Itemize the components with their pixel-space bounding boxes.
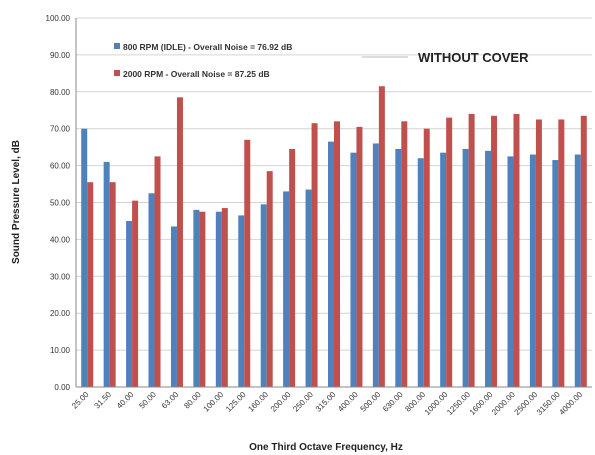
x-tick-label: 25.00 xyxy=(70,390,91,411)
bar-800-rpm xyxy=(373,143,379,387)
x-tick-label: 80.00 xyxy=(182,390,203,411)
chart-annotation: WITHOUT COVER xyxy=(418,50,529,65)
x-tick-label: 1000.00 xyxy=(423,390,450,417)
x-tick-label: 4000.00 xyxy=(557,390,584,417)
x-tick-label: 630.00 xyxy=(381,390,405,414)
legend: 800 RPM (IDLE) - Overall Noise = 76.92 d… xyxy=(114,42,292,79)
bar-800-rpm xyxy=(485,151,491,387)
bar-2000-rpm xyxy=(87,182,93,387)
bar-2000-rpm xyxy=(132,201,138,387)
bar-800-rpm xyxy=(261,204,267,387)
bar-2000-rpm xyxy=(267,171,273,387)
bar-800-rpm xyxy=(440,153,446,387)
bar-800-rpm xyxy=(81,129,87,387)
x-axis-title: One Third Octave Frequency, Hz xyxy=(249,442,403,453)
bar-800-rpm xyxy=(216,212,222,387)
x-tick-label: 400.00 xyxy=(336,390,360,414)
bar-800-rpm xyxy=(328,142,334,387)
bar-2000-rpm xyxy=(581,116,587,387)
x-tick-label: 50.00 xyxy=(137,390,158,411)
legend-swatch-2000-rpm xyxy=(114,70,120,76)
bar-2000-rpm xyxy=(244,140,250,387)
bar-800-rpm xyxy=(306,190,312,387)
x-tick-label: 31.50 xyxy=(93,390,114,411)
x-tick-label: 100.00 xyxy=(202,390,226,414)
bar-800-rpm xyxy=(350,153,356,387)
y-tick-label: 40.00 xyxy=(50,235,71,244)
bar-2000-rpm xyxy=(536,119,542,387)
bar-800-rpm xyxy=(149,193,155,387)
y-tick-label: 20.00 xyxy=(50,309,71,318)
bar-800-rpm xyxy=(193,210,199,387)
bar-800-rpm xyxy=(463,149,469,387)
y-tick-label: 50.00 xyxy=(50,199,71,208)
bar-800-rpm xyxy=(507,156,513,387)
x-tick-label: 160.00 xyxy=(246,390,270,414)
x-tick-label: 3150.00 xyxy=(535,390,562,417)
x-tick-label: 63.00 xyxy=(160,390,181,411)
y-tick-label: 10.00 xyxy=(50,346,71,355)
bar-800-rpm xyxy=(575,155,581,387)
x-tick-label: 125.00 xyxy=(224,390,248,414)
bar-2000-rpm xyxy=(155,156,161,387)
bar-800-rpm xyxy=(530,155,536,387)
bar-2000-rpm xyxy=(469,114,475,387)
y-tick-label: 30.00 xyxy=(50,272,71,281)
x-tick-label: 250.00 xyxy=(291,390,315,414)
y-tick-label: 70.00 xyxy=(50,125,71,134)
bar-2000-rpm xyxy=(491,116,497,387)
x-tick-label: 2000.00 xyxy=(490,390,517,417)
bar-2000-rpm xyxy=(379,86,385,387)
legend-swatch-800-rpm xyxy=(114,43,120,49)
bar-2000-rpm xyxy=(199,212,205,387)
bar-2000-rpm xyxy=(334,121,340,387)
bar-800-rpm xyxy=(104,162,110,387)
bar-group xyxy=(81,86,587,387)
bar-800-rpm xyxy=(552,160,558,387)
bar-800-rpm xyxy=(126,221,132,387)
bar-2000-rpm xyxy=(222,208,228,387)
x-tick-label: 500.00 xyxy=(359,390,383,414)
y-tick-label: 60.00 xyxy=(50,162,71,171)
x-tick-label: 315.00 xyxy=(314,390,338,414)
x-tick-label: 200.00 xyxy=(269,390,293,414)
x-tick-label: 1250.00 xyxy=(445,390,472,417)
legend-label-2000-rpm: 2000 RPM - Overall Noise = 87.25 dB xyxy=(123,69,270,79)
y-tick-label: 100.00 xyxy=(46,14,71,23)
y-tick-label: 90.00 xyxy=(50,51,71,60)
y-tick-labels: 0.00 10.00 20.00 30.00 40.00 50.00 60.00 70.00 8… xyxy=(46,14,71,392)
bar-2000-rpm xyxy=(110,182,116,387)
bar-2000-rpm xyxy=(177,97,183,387)
x-tick-label: 2500.00 xyxy=(513,390,540,417)
bar-2000-rpm xyxy=(289,149,295,387)
x-tick-label: 40.00 xyxy=(115,390,136,411)
bar-800-rpm xyxy=(283,191,289,387)
y-tick-label: 0.00 xyxy=(54,383,70,392)
bar-2000-rpm xyxy=(513,114,519,387)
bar-800-rpm xyxy=(418,158,424,387)
bar-2000-rpm xyxy=(312,123,318,387)
x-tick-labels: 25.00 31.50 40.00 50.00 63.00 80.00100.00125.… xyxy=(70,390,584,417)
bar-2000-rpm xyxy=(356,127,362,387)
y-tick-label: 80.00 xyxy=(50,88,71,97)
bar-2000-rpm xyxy=(424,129,430,387)
bar-2000-rpm xyxy=(558,119,564,387)
bar-2000-rpm xyxy=(401,121,407,387)
bar-800-rpm xyxy=(395,149,401,387)
y-axis-title: Sound Pressure Level, dB xyxy=(11,140,22,264)
bar-800-rpm xyxy=(171,226,177,387)
legend-label-800-rpm: 800 RPM (IDLE) - Overall Noise = 76.92 d… xyxy=(123,42,292,52)
bar-800-rpm xyxy=(238,215,244,387)
bar-2000-rpm xyxy=(446,118,452,387)
x-tick-label: 1600.00 xyxy=(468,390,495,417)
